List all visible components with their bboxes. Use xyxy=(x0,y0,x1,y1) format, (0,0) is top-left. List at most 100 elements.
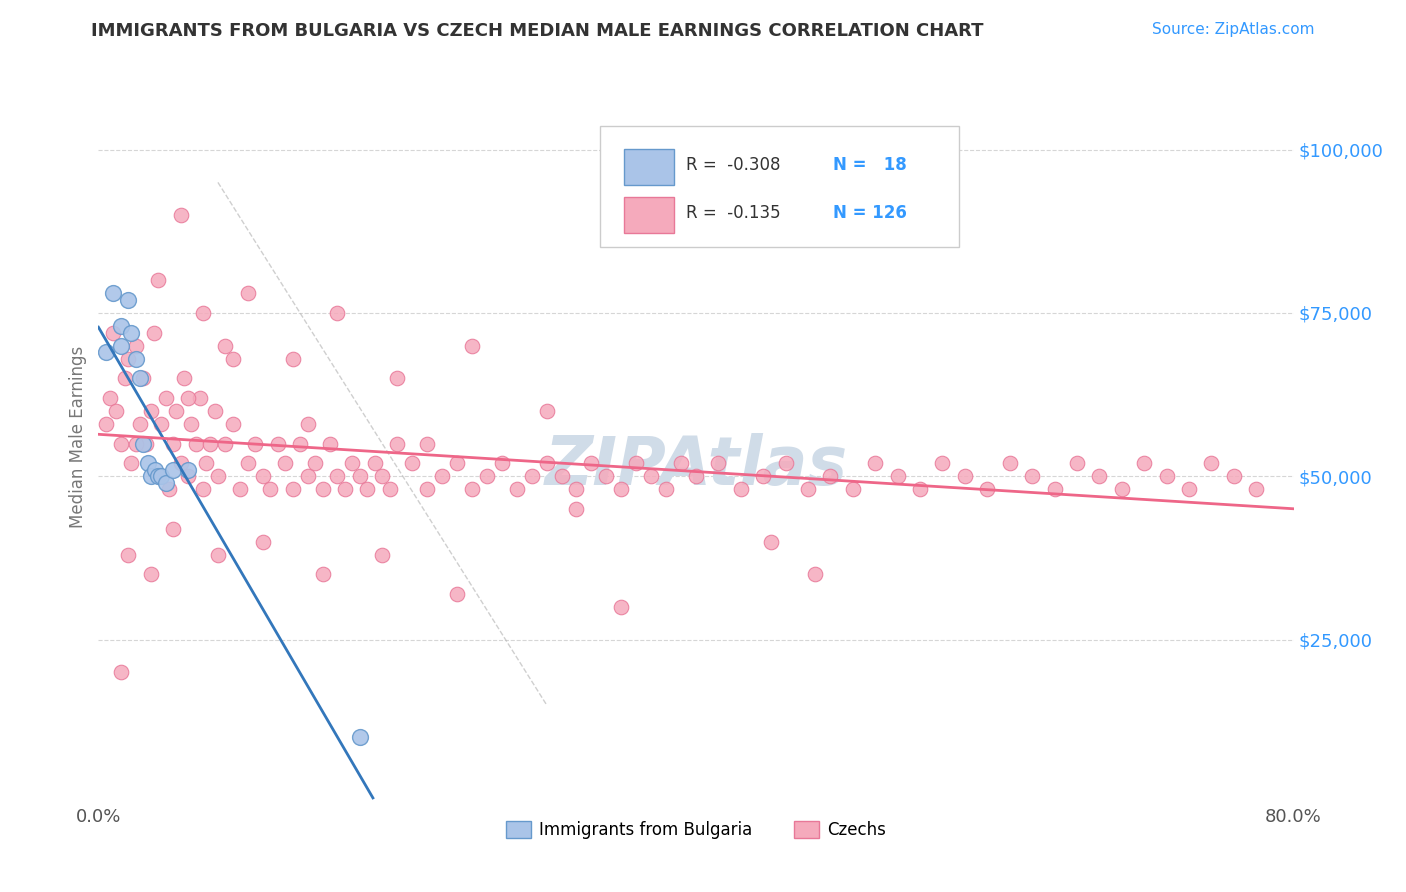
Point xyxy=(908,483,931,497)
Point xyxy=(430,469,453,483)
Point xyxy=(446,587,468,601)
Point xyxy=(865,456,887,470)
Point xyxy=(319,436,342,450)
Point xyxy=(207,469,229,483)
Point xyxy=(204,404,226,418)
Point xyxy=(364,456,387,470)
Point xyxy=(191,306,214,320)
Point xyxy=(195,456,218,470)
Point xyxy=(326,469,349,483)
Point xyxy=(610,599,633,614)
Point xyxy=(491,456,513,470)
Point xyxy=(581,456,603,470)
Point xyxy=(177,463,200,477)
Point xyxy=(142,326,165,340)
Text: N = 126: N = 126 xyxy=(834,204,907,222)
Point xyxy=(1133,456,1156,470)
Point xyxy=(842,483,865,497)
Point xyxy=(162,463,184,477)
Point xyxy=(685,469,707,483)
Point xyxy=(378,483,401,497)
Point xyxy=(385,371,409,385)
Point xyxy=(214,338,236,352)
Point xyxy=(610,483,633,497)
Point xyxy=(550,469,572,483)
Point xyxy=(655,483,678,497)
Point xyxy=(1178,483,1201,497)
Point xyxy=(259,483,281,497)
Point xyxy=(162,436,184,450)
Point xyxy=(229,483,252,497)
Text: ZIPAtlas: ZIPAtlas xyxy=(544,434,848,500)
Point xyxy=(797,483,820,497)
Point xyxy=(129,371,152,385)
FancyBboxPatch shape xyxy=(624,149,675,186)
Point xyxy=(245,436,267,450)
Point xyxy=(125,338,148,352)
Point xyxy=(565,483,588,497)
Point xyxy=(536,404,558,418)
Point xyxy=(804,567,827,582)
Point xyxy=(110,338,132,352)
Point xyxy=(117,293,139,307)
Point xyxy=(94,345,117,359)
Point xyxy=(177,469,200,483)
Point xyxy=(188,391,211,405)
Point xyxy=(976,483,998,497)
Point xyxy=(105,404,128,418)
Point xyxy=(281,483,304,497)
Point xyxy=(297,469,319,483)
Point xyxy=(169,208,191,222)
Point xyxy=(730,483,752,497)
Point xyxy=(148,273,170,287)
Point xyxy=(177,391,200,405)
Point xyxy=(626,456,648,470)
Point xyxy=(125,351,148,366)
Point xyxy=(520,469,543,483)
Point xyxy=(214,436,236,450)
Point xyxy=(752,469,775,483)
Point xyxy=(371,469,394,483)
Point xyxy=(110,436,132,450)
Point xyxy=(1223,469,1246,483)
Point xyxy=(1021,469,1043,483)
Point xyxy=(103,286,125,301)
Point xyxy=(120,456,142,470)
Point xyxy=(461,483,484,497)
Point xyxy=(820,469,842,483)
Point xyxy=(155,391,177,405)
Point xyxy=(139,404,162,418)
Point xyxy=(200,436,222,450)
Point xyxy=(775,456,797,470)
Point xyxy=(356,483,378,497)
Point xyxy=(117,351,139,366)
Text: R =  -0.308: R = -0.308 xyxy=(686,156,780,174)
Point xyxy=(274,456,297,470)
Point xyxy=(326,306,349,320)
Point xyxy=(1043,483,1066,497)
Point xyxy=(125,436,148,450)
Point xyxy=(157,483,180,497)
Point xyxy=(184,436,207,450)
FancyBboxPatch shape xyxy=(600,126,959,247)
Point xyxy=(114,371,136,385)
Point xyxy=(132,371,155,385)
Point xyxy=(1066,456,1088,470)
Point xyxy=(110,319,132,334)
Point xyxy=(349,469,371,483)
Point xyxy=(148,469,170,483)
Point xyxy=(349,731,371,745)
Point xyxy=(132,436,155,450)
Point xyxy=(1156,469,1178,483)
Point xyxy=(565,502,588,516)
Point xyxy=(173,371,195,385)
Point xyxy=(94,417,117,431)
Point xyxy=(311,483,333,497)
Point xyxy=(288,436,311,450)
Point xyxy=(207,548,229,562)
FancyBboxPatch shape xyxy=(624,197,675,233)
Point xyxy=(267,436,290,450)
Point xyxy=(385,436,409,450)
Point xyxy=(333,483,356,497)
Text: Source: ZipAtlas.com: Source: ZipAtlas.com xyxy=(1152,22,1315,37)
